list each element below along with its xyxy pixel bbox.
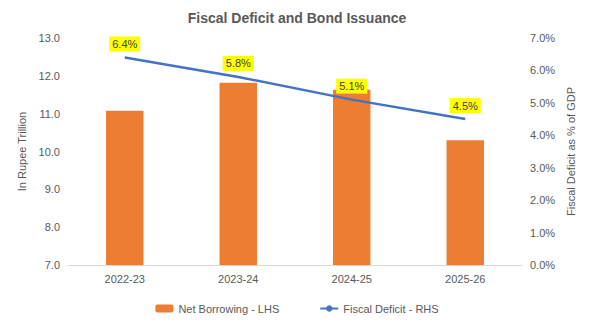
svg-text:In Rupee Trillion: In Rupee Trillion	[16, 112, 28, 192]
svg-text:9.0: 9.0	[45, 183, 60, 195]
svg-text:Fiscal Deficit and Bond Issuan: Fiscal Deficit and Bond Issuance	[188, 10, 407, 26]
svg-text:12.0: 12.0	[39, 70, 60, 82]
svg-text:4.5%: 4.5%	[453, 100, 478, 112]
svg-text:2.0%: 2.0%	[530, 194, 555, 206]
svg-text:2023-24: 2023-24	[218, 273, 258, 285]
svg-text:10.0: 10.0	[39, 146, 60, 158]
svg-text:6.0%: 6.0%	[530, 64, 555, 76]
svg-text:13.0: 13.0	[39, 32, 60, 44]
svg-text:5.8%: 5.8%	[226, 57, 251, 69]
svg-text:5.1%: 5.1%	[339, 80, 364, 92]
svg-text:6.4%: 6.4%	[112, 38, 137, 50]
svg-text:11.0: 11.0	[39, 108, 60, 120]
svg-text:2022-23: 2022-23	[105, 273, 145, 285]
svg-text:5.0%: 5.0%	[530, 97, 555, 109]
svg-text:Fiscal Deficit as % of GDP: Fiscal Deficit as % of GDP	[565, 87, 577, 216]
svg-text:2025-26: 2025-26	[445, 273, 485, 285]
svg-text:7.0%: 7.0%	[530, 32, 555, 44]
svg-text:4.0%: 4.0%	[530, 129, 555, 141]
svg-text:Fiscal Deficit - RHS: Fiscal Deficit - RHS	[343, 303, 438, 315]
svg-text:0.0%: 0.0%	[530, 259, 555, 271]
svg-text:8.0: 8.0	[45, 221, 60, 233]
svg-text:Net Borrowing - LHS: Net Borrowing - LHS	[178, 303, 279, 315]
svg-text:2024-25: 2024-25	[332, 273, 372, 285]
svg-text:7.0: 7.0	[45, 259, 60, 271]
svg-text:3.0%: 3.0%	[530, 162, 555, 174]
svg-text:1.0%: 1.0%	[530, 227, 555, 239]
